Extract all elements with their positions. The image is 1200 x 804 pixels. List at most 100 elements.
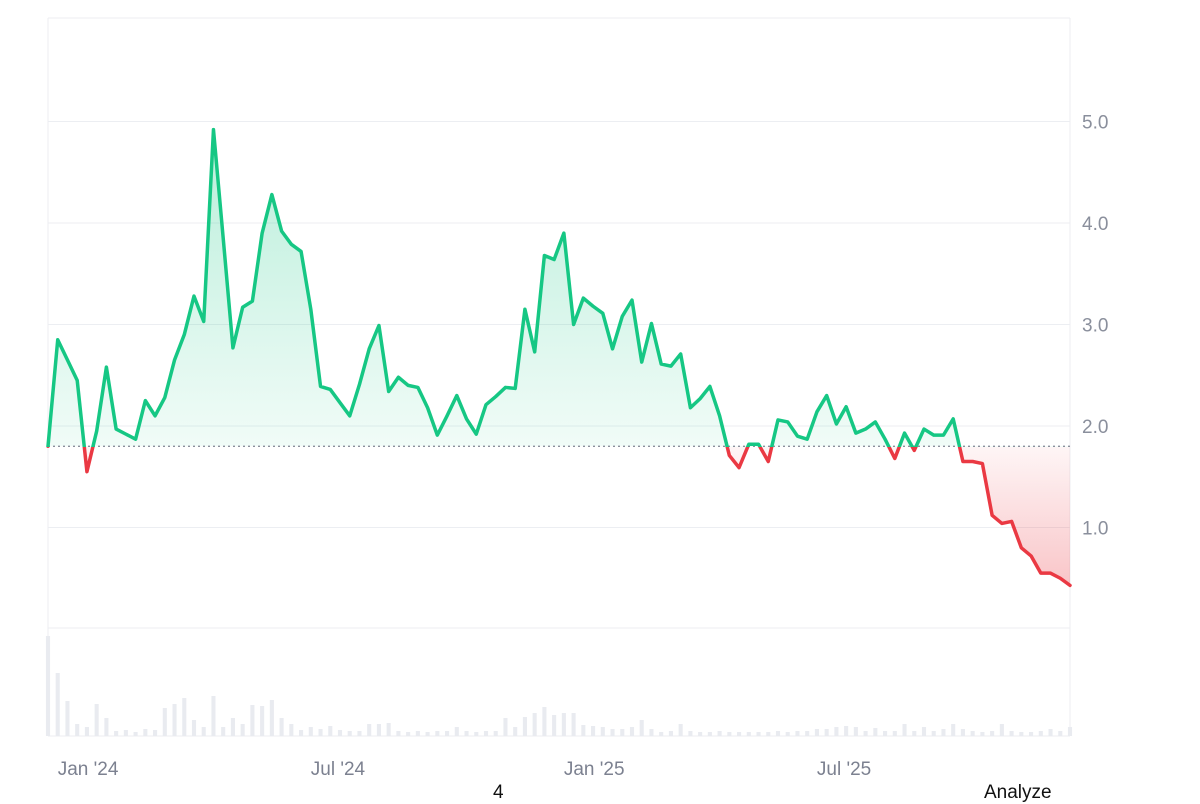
volume-bar [211, 696, 216, 736]
volume-bar [659, 732, 664, 736]
volume-bar [805, 731, 810, 736]
y-tick-label: 4.0 [1082, 214, 1108, 235]
volume-bar [84, 727, 89, 736]
volume-bar [581, 725, 586, 736]
volume-bar [600, 727, 605, 736]
volume-bar [639, 720, 644, 736]
volume-bar [396, 731, 401, 736]
volume-bar [746, 732, 751, 736]
volume-bar [931, 731, 936, 736]
y-tick-label: 5.0 [1082, 113, 1108, 134]
volume-bar [561, 713, 566, 736]
volume-bar [513, 727, 518, 736]
volume-bar [1029, 732, 1034, 736]
volume-bar [250, 705, 255, 736]
volume-bar [445, 731, 450, 736]
volume-bar [552, 715, 557, 736]
y-tick-label: 3.0 [1082, 316, 1108, 337]
x-tick-label: Jan '24 [58, 759, 119, 780]
volume-bar [834, 727, 839, 736]
volume-bar [493, 731, 498, 736]
volume-bar [201, 727, 206, 736]
volume-bar [1009, 731, 1014, 736]
volume-bar [610, 729, 615, 736]
volume-bar [591, 726, 596, 736]
volume-bar [347, 731, 352, 736]
volume-bars [45, 636, 1073, 736]
volume-bar [522, 717, 527, 736]
volume-bar [133, 732, 138, 736]
volume-bar [698, 732, 703, 736]
volume-bar [532, 713, 537, 736]
volume-bar [299, 730, 304, 736]
volume-bar [376, 724, 381, 736]
price-chart: 1.0 2.0 3.0 4.0 5.0 Jan '24 Jul '24 Jan '25 Jul… [45, 17, 1108, 780]
volume-bar [503, 718, 508, 736]
volume-bar [737, 732, 742, 736]
volume-bar [406, 732, 411, 736]
volume-bar [717, 731, 722, 736]
volume-bar [1038, 731, 1043, 736]
volume-bar [415, 731, 420, 736]
volume-bar [308, 727, 313, 736]
volume-bar [775, 731, 781, 736]
volume-bar [172, 704, 177, 736]
volume-bar [883, 731, 888, 736]
volume-bar [785, 732, 790, 736]
volume-bar [707, 732, 712, 736]
volume-bar [620, 729, 625, 736]
volume-bar [182, 698, 187, 736]
x-axis: Jan '24 Jul '24 Jan '25 Jul '25 [58, 759, 872, 780]
volume-bar [999, 724, 1004, 736]
volume-bar [756, 732, 761, 736]
volume-bar [240, 724, 245, 736]
y-axis: 1.0 2.0 3.0 4.0 5.0 [1082, 113, 1108, 540]
volume-bar [367, 724, 372, 736]
volume-bar [357, 731, 362, 736]
y-tick-label: 2.0 [1082, 417, 1108, 438]
volume-bar [483, 731, 489, 736]
volume-bar [912, 731, 917, 736]
volume-bar [1019, 732, 1024, 736]
volume-bar [75, 724, 80, 736]
volume-bar [269, 700, 274, 736]
page-number: 4 [493, 782, 504, 803]
volume-bar [94, 704, 99, 736]
analyze-button[interactable]: Analyze [984, 782, 1052, 803]
volume-bar [873, 728, 878, 736]
volume-bar [289, 724, 294, 736]
volume-bar [1048, 729, 1053, 736]
volume-bar [795, 731, 800, 736]
volume-bar [990, 731, 995, 736]
volume-bar [191, 720, 197, 736]
volume-bar [337, 730, 343, 736]
volume-bar [464, 731, 469, 736]
volume-bar [328, 726, 333, 736]
x-tick-label: Jul '24 [311, 759, 366, 780]
volume-bar [824, 729, 829, 736]
volume-bar [960, 729, 965, 736]
volume-bar [980, 732, 985, 736]
price-line [46, 127, 1072, 588]
volume-bar [766, 732, 771, 736]
volume-bar [844, 726, 849, 736]
volume-bar [65, 701, 70, 736]
volume-bar [1058, 731, 1063, 736]
volume-bar [45, 636, 51, 736]
volume-bar [104, 718, 109, 736]
volume-bar [951, 724, 956, 736]
price-line-up [46, 127, 962, 447]
volume-bar [425, 732, 430, 736]
volume-bar [727, 732, 732, 736]
volume-bar [678, 724, 683, 736]
volume-bar [892, 731, 897, 736]
volume-bar [435, 731, 440, 736]
volume-bar [114, 731, 119, 736]
volume-bar [688, 731, 693, 736]
volume-bar [318, 729, 323, 736]
volume-bar [123, 730, 128, 736]
volume-bar [474, 732, 479, 736]
price-area [48, 129, 1070, 586]
volume-bar [921, 727, 927, 736]
volume-bar [386, 723, 391, 736]
